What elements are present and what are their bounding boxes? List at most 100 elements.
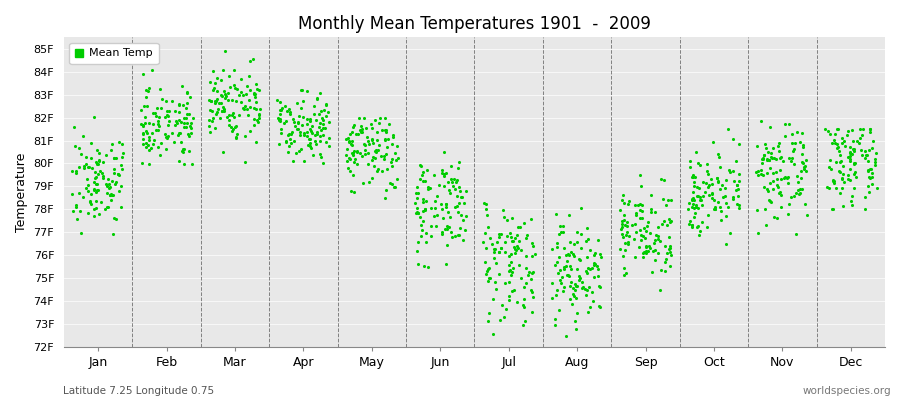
Point [493,231,508,238]
Point [835,163,850,169]
Point [203,97,218,104]
Point [826,177,841,184]
Point [561,272,575,278]
Point [661,222,675,228]
Y-axis label: Temperature: Temperature [15,152,28,232]
Point [151,127,166,133]
Point [314,115,328,122]
Point [388,149,402,156]
Point [482,224,496,230]
Point [85,201,99,207]
Point [757,184,771,191]
Point [861,158,876,164]
Point [699,180,714,186]
Point [453,188,467,195]
Point [179,115,194,121]
Point [753,171,768,178]
Point [708,205,723,212]
Point [846,146,860,152]
Point [160,132,175,139]
Point [219,91,233,97]
Point [215,93,230,99]
Point [767,214,781,221]
Point [116,150,130,156]
Point [761,156,776,163]
Point [77,163,92,170]
Point [500,233,514,240]
Point [109,154,123,161]
Point [211,75,225,82]
Point [505,288,519,294]
Point [557,284,572,290]
Point [343,168,357,175]
Point [842,166,857,172]
Point [440,226,454,232]
Point [452,200,466,206]
Point [273,116,287,122]
Point [386,134,400,141]
Point [81,188,95,194]
Point [781,180,796,187]
Point [616,212,631,218]
Point [657,177,671,184]
Point [418,178,432,184]
Point [766,186,780,192]
Point [518,303,532,310]
Point [760,156,775,163]
Point [321,135,336,142]
Point [568,280,582,287]
Point [179,105,194,112]
Point [224,124,238,130]
Point [287,138,302,144]
Point [65,191,79,197]
Point [444,176,458,182]
Point [729,158,743,164]
Point [476,239,491,245]
Point [250,117,265,123]
Point [312,133,327,140]
Point [717,185,732,192]
Point [237,106,251,112]
Point [106,166,121,172]
Point [823,157,837,164]
Point [226,126,240,132]
Point [87,179,102,185]
Point [762,198,777,204]
Point [590,237,605,243]
Point [278,139,293,145]
Point [491,271,506,277]
Point [319,112,333,119]
Point [172,129,186,136]
Point [68,170,83,176]
Point [788,193,802,200]
Point [636,225,651,232]
Point [690,193,705,199]
Point [616,234,630,240]
Point [522,269,536,275]
Point [81,182,95,188]
Point [297,130,311,136]
Point [685,224,699,230]
Point [160,108,175,115]
Point [822,164,836,170]
Point [141,134,156,140]
Point [552,231,566,238]
Point [633,207,647,213]
Point [849,169,863,175]
Point [662,218,677,225]
Point [136,141,150,147]
Point [68,203,83,210]
Point [202,123,217,129]
Point [836,171,850,177]
Point [347,156,362,163]
Point [447,233,462,240]
Point [644,208,659,215]
Point [553,267,567,274]
Point [451,232,465,238]
Point [444,229,458,236]
Point [90,171,104,177]
Point [834,184,849,191]
Point [507,244,521,250]
Point [384,156,399,162]
Point [294,86,309,93]
